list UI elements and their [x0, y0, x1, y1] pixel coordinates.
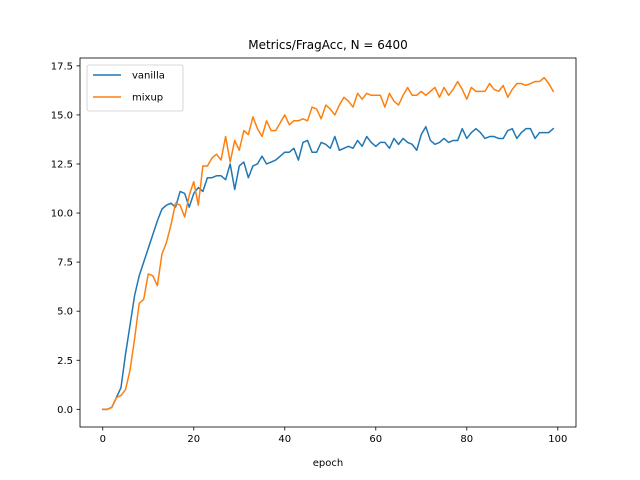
- legend: vanilla mixup: [86, 64, 184, 112]
- x-tick-label: 0: [100, 434, 106, 445]
- y-tick-label: 0.0: [57, 405, 73, 416]
- legend-box: [86, 64, 184, 112]
- x-tick-label: 60: [369, 434, 382, 445]
- plot-frame: [79, 57, 577, 428]
- x-axis-label: epoch: [313, 458, 343, 469]
- series-line-vanilla: [102, 125, 555, 411]
- y-tick-label: 5.0: [57, 307, 73, 318]
- y-tick-label: 7.5: [57, 258, 73, 269]
- legend-label-mixup: mixup: [132, 93, 163, 104]
- y-tick-label: 12.5: [51, 159, 73, 170]
- y-tick-label: 10.0: [51, 209, 73, 220]
- x-axis: 0 20 40 60 80 100: [100, 427, 567, 445]
- x-tick-label: 20: [187, 434, 200, 445]
- y-tick-label: 17.5: [51, 61, 73, 72]
- y-tick-label: 2.5: [57, 356, 73, 367]
- legend-label-vanilla: vanilla: [132, 71, 165, 82]
- series-layer: [102, 76, 555, 411]
- chart-title: Metrics/FragAcc, N = 6400: [248, 38, 408, 52]
- x-tick-label: 80: [460, 434, 473, 445]
- legend-items: vanilla mixup: [93, 71, 165, 104]
- y-axis: 0.0 2.5 5.0 7.5 10.0 12.5 15.0 17.5: [51, 61, 80, 416]
- y-tick-label: 15.0: [51, 110, 73, 121]
- series-line-mixup: [102, 76, 555, 411]
- x-tick-label: 40: [278, 434, 291, 445]
- x-tick-label: 100: [548, 434, 567, 445]
